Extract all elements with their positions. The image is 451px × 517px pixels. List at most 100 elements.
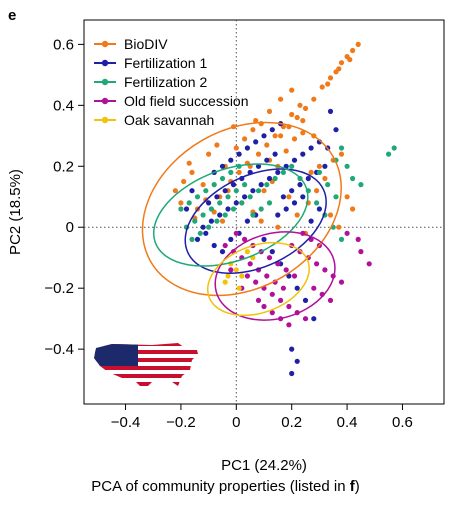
scatter-point bbox=[264, 157, 270, 163]
scatter-point bbox=[244, 145, 250, 151]
scatter-point bbox=[228, 157, 234, 163]
x-tick-label: 0 bbox=[232, 414, 240, 431]
scatter-point bbox=[300, 194, 306, 200]
scatter-point bbox=[289, 346, 295, 352]
scatter-point bbox=[261, 236, 267, 242]
caption-suffix: ) bbox=[354, 478, 360, 495]
scatter-point bbox=[189, 236, 195, 242]
scatter-point bbox=[200, 182, 206, 188]
scatter-point bbox=[225, 194, 231, 200]
scatter-point bbox=[316, 206, 322, 212]
scatter-point bbox=[289, 163, 295, 169]
scatter-point bbox=[283, 267, 289, 273]
scatter-point bbox=[258, 206, 264, 212]
scatter-point bbox=[302, 105, 309, 111]
legend-label: Fertilization 1 bbox=[124, 55, 207, 71]
scatter-point bbox=[286, 194, 292, 200]
figure-caption: PCA of community properties (listed in f… bbox=[0, 478, 451, 495]
scatter-point bbox=[206, 200, 212, 206]
scatter-point bbox=[336, 224, 342, 230]
scatter-point bbox=[344, 194, 350, 200]
scatter-point bbox=[291, 157, 298, 163]
scatter-point bbox=[261, 188, 267, 194]
scatter-point bbox=[222, 279, 228, 285]
scatter-point bbox=[272, 175, 278, 182]
scatter-point bbox=[244, 218, 250, 224]
y-axis-ticks: −0.4 −0.2 0 0.2 0.4 0.6 bbox=[44, 36, 84, 358]
caption-prefix: PCA of community properties (listed in bbox=[91, 478, 350, 495]
scatter-point bbox=[255, 297, 262, 303]
scatter-point bbox=[219, 249, 226, 255]
x-tick-label: 0.6 bbox=[392, 414, 413, 431]
scatter-point bbox=[386, 151, 392, 157]
scatter-point bbox=[194, 236, 201, 242]
scatter-point bbox=[208, 206, 214, 212]
y-tick-label: 0 bbox=[66, 219, 74, 236]
scatter-point bbox=[291, 273, 298, 279]
scatter-point bbox=[311, 316, 317, 322]
scatter-point bbox=[280, 285, 286, 291]
scatter-point bbox=[228, 267, 234, 273]
scatter-point bbox=[269, 249, 275, 255]
scatter-point bbox=[225, 206, 231, 212]
scatter-point bbox=[239, 273, 245, 279]
scatter-point bbox=[208, 218, 214, 224]
y-tick-label: 0.6 bbox=[53, 36, 74, 53]
legend-marker bbox=[101, 78, 109, 86]
legend-marker bbox=[101, 59, 109, 67]
scatter-point bbox=[297, 182, 303, 188]
confidence-ellipse bbox=[152, 163, 309, 267]
scatter-point bbox=[344, 230, 350, 236]
y-tick-label: −0.2 bbox=[44, 280, 74, 297]
scatter-point bbox=[258, 218, 264, 224]
scatter-point bbox=[350, 206, 356, 212]
scatter-point bbox=[264, 142, 270, 148]
scatter-point bbox=[266, 108, 273, 114]
scatter-point bbox=[311, 285, 317, 291]
x-axis-ticks: −0.4 −0.2 0 0.2 0.4 0.6 bbox=[111, 404, 413, 431]
scatter-point bbox=[294, 285, 300, 291]
scatter-point bbox=[308, 169, 314, 175]
scatter-point bbox=[311, 96, 317, 102]
scatter-point bbox=[272, 133, 278, 139]
scatter-point bbox=[325, 81, 331, 87]
scatter-point bbox=[250, 212, 256, 218]
scatter-point bbox=[347, 57, 353, 63]
caption-bold: f bbox=[349, 478, 355, 495]
scatter-point bbox=[222, 242, 228, 249]
scatter-point bbox=[233, 188, 239, 194]
scatter-point bbox=[338, 279, 345, 285]
scatter-point bbox=[214, 142, 220, 148]
scatter-point bbox=[286, 322, 292, 328]
scatter-point bbox=[247, 261, 253, 267]
legend: BioDIV Fertilization 1 Fertilization 2 Old … bbox=[94, 36, 249, 128]
scatter-point bbox=[230, 206, 237, 212]
scatter-point bbox=[289, 370, 295, 377]
scatter-point bbox=[186, 160, 192, 166]
x-axis-label: PC1 (24.2%) bbox=[221, 457, 307, 474]
scatter-point bbox=[327, 297, 334, 303]
scatter-point bbox=[366, 261, 372, 267]
scatter-point bbox=[189, 169, 195, 175]
confidence-ellipse bbox=[214, 231, 336, 321]
scatter-point bbox=[214, 194, 220, 200]
scatter-point bbox=[286, 303, 292, 310]
x-tick-label: 0.2 bbox=[281, 414, 302, 431]
panel-letter: e bbox=[8, 7, 16, 24]
plot-frame bbox=[83, 19, 445, 405]
scatter-point bbox=[244, 273, 250, 279]
scatter-point bbox=[305, 175, 311, 182]
scatter-point bbox=[269, 291, 275, 297]
scatter-point bbox=[316, 169, 322, 175]
legend-marker bbox=[101, 40, 109, 48]
scatter-point bbox=[253, 118, 259, 124]
scatter-point bbox=[283, 148, 289, 154]
legend-label: Fertilization 2 bbox=[124, 74, 207, 90]
scatter-point bbox=[219, 218, 226, 224]
scatter-point bbox=[355, 41, 361, 48]
scatter-point bbox=[355, 236, 361, 242]
scatter-point bbox=[391, 145, 397, 151]
scatter-point bbox=[230, 182, 237, 188]
scatter-point bbox=[350, 47, 356, 54]
